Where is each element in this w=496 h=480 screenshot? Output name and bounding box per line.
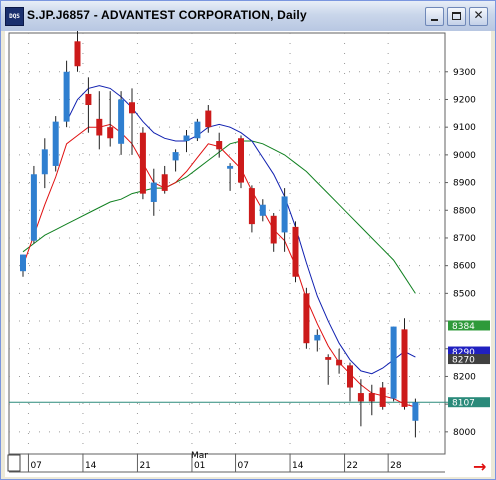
y-tick-label: 9100 [453,123,476,133]
candle-up [194,121,201,139]
candle-up [412,402,419,421]
candle-down [238,138,244,183]
price-tag [448,320,490,331]
candle-down [161,174,168,191]
ma-mid-line [66,85,416,375]
candle-down [401,329,408,407]
x-tick-label: 14 [85,461,97,471]
candle-up [52,121,59,166]
candle-up [172,152,179,161]
candle-down [205,110,212,128]
candle-up [63,71,70,122]
scroll-box[interactable] [7,454,21,472]
candle-down [347,365,353,388]
candle-down [270,215,277,244]
price-chart[interactable]: 8000 8200 8500 8600 8700 8800 8900 9000 9100 9200… [5,31,491,477]
y-tick-label: 8600 [453,262,476,272]
candle-down [85,93,92,106]
candle-down [303,293,310,344]
candle-down [379,387,386,407]
maximize-button[interactable] [447,7,466,26]
x-tick-label: 07 [30,461,41,471]
price-tag [448,346,490,357]
minimize-button[interactable] [425,7,444,26]
y-tick-label: 8700 [453,234,476,244]
candle-up [314,334,321,341]
title-bar[interactable]: DQS S.JP.J6857 - ADVANTEST CORPORATION, … [1,1,495,31]
x-month-label: Mar [191,451,208,461]
candle-up [390,326,397,399]
candle-down [368,393,375,402]
candle-down [96,118,103,136]
candle-up [183,135,190,142]
scroll-right-arrow-icon: → [473,457,486,476]
y-tick-label: 9200 [453,95,476,105]
price-tag-label: 8107 [452,399,475,409]
candle-down [129,102,135,114]
x-tick-label: 22 [347,461,358,471]
candle-down [357,393,364,402]
candle-down [216,141,223,150]
candle-down [248,188,255,225]
candle-up [227,165,234,169]
candle-up [150,182,157,202]
price-tag-label: 8384 [452,322,475,332]
candle-down [292,226,299,277]
y-tick-label: 8900 [453,179,476,189]
x-tick-label: 28 [390,461,402,471]
plot-frame [8,32,446,455]
y-tick-label: 9300 [453,68,476,78]
candle-up [118,99,125,144]
close-icon: ✕ [473,8,484,22]
candle-up [41,149,48,175]
y-tick-label: 9000 [453,151,476,161]
candle-down [336,359,343,366]
price-tag-label: 8270 [452,356,475,366]
x-tick-label: 07 [238,461,249,471]
candle-up [281,196,288,233]
y-tick-label: 8200 [453,372,476,382]
x-tick-label: 01 [194,461,205,471]
y-tick-label: 8500 [453,289,476,299]
candlestick-chart[interactable]: 8000 8200 8500 8600 8700 8800 8900 9000 9100 9200… [5,31,491,477]
x-tick-label: 21 [139,461,150,471]
price-tag [448,397,490,408]
price-tag [448,354,490,365]
x-tick-label: 14 [292,461,304,471]
candle-down [325,357,332,360]
candle-up [30,174,37,241]
candle-down [107,127,114,139]
candle-down [139,132,146,194]
window-title: S.JP.J6857 - ADVANTEST CORPORATION, Dail… [27,8,307,22]
candle-up [259,204,266,216]
candle-down [74,41,81,67]
chart-app-icon[interactable]: DQS [5,7,24,26]
candle-up [20,254,26,272]
price-tag-label: 8290 [452,348,475,358]
y-tick-label: 8000 [453,428,476,438]
close-button[interactable]: ✕ [469,7,488,26]
y-tick-label: 8800 [453,206,476,216]
